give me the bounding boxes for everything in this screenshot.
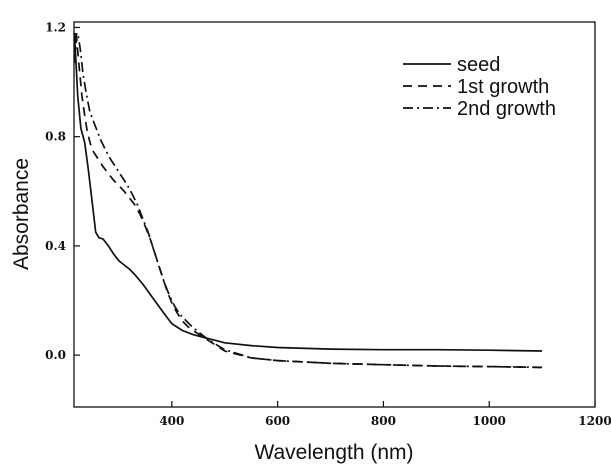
x-tick-label-600: 600: [265, 414, 290, 428]
series-line-1st-growth: [74, 32, 543, 369]
y-tick-label-0.8: 0.8: [45, 130, 66, 144]
legend-label-2nd-growth: 2nd growth: [457, 98, 556, 120]
series-line-seed: [74, 35, 543, 352]
legend-label-1st-growth: 1st growth: [457, 76, 549, 98]
series-layer: [74, 30, 543, 369]
y-tick-label-0.0: 0.0: [45, 348, 66, 362]
x-tick-label-800: 800: [371, 414, 396, 428]
x-axis-ticks: 400 600 800 1000 1200: [159, 401, 611, 428]
y-tick-label-0.4: 0.4: [45, 239, 66, 253]
plot-frame: [73, 21, 596, 408]
x-tick-label-1000: 1000: [473, 414, 506, 428]
y-axis-title: Absorbance: [10, 158, 33, 270]
y-axis-ticks: 0.0 0.4 0.8 1.2: [45, 20, 80, 362]
series-line-2nd-growth: [74, 30, 543, 369]
x-axis-title: Wavelength (nm): [254, 441, 413, 464]
legend-label-seed: seed: [457, 54, 500, 76]
x-tick-label-400: 400: [159, 414, 184, 428]
y-tick-label-1.2: 1.2: [45, 20, 66, 34]
x-tick-label-1200: 1200: [578, 414, 611, 428]
